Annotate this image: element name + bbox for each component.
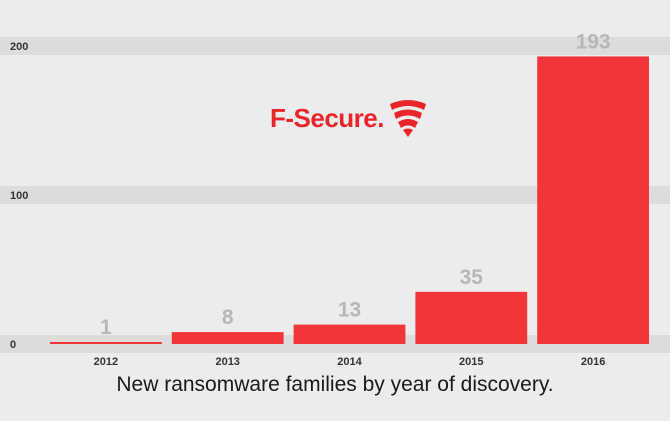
x-tick-label: 2015 — [459, 356, 483, 368]
gridline-band — [0, 37, 670, 55]
data-label: 193 — [576, 30, 611, 53]
x-tick-label: 2012 — [94, 356, 118, 368]
gridline-band — [0, 186, 670, 204]
data-label: 8 — [222, 306, 234, 329]
bar — [50, 342, 162, 344]
x-tick-label: 2013 — [215, 356, 239, 368]
data-label: 13 — [338, 299, 361, 322]
f-secure-logo-icon — [390, 100, 426, 137]
bar — [415, 291, 528, 344]
bar — [293, 324, 406, 344]
chart-caption: New ransomware families by year of disco… — [116, 373, 554, 396]
x-tick-label: 2014 — [337, 356, 362, 368]
data-label: 35 — [460, 266, 484, 289]
x-tick-label: 2016 — [581, 356, 605, 368]
data-label: 1 — [100, 316, 112, 339]
y-tick-label: 100 — [10, 190, 28, 202]
brand-logo: F-Secure. — [270, 98, 428, 138]
y-tick-label: 200 — [10, 41, 28, 53]
y-tick-label: 0 — [10, 339, 16, 351]
bar — [537, 56, 649, 345]
bar — [171, 332, 284, 344]
brand-name: F-Secure. — [270, 102, 385, 133]
